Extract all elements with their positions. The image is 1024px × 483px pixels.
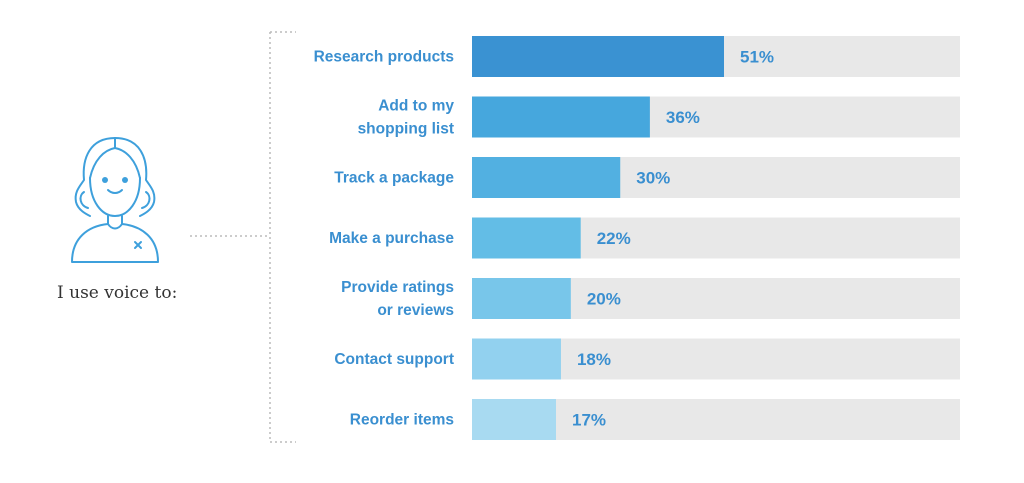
value-label: 18% xyxy=(577,350,611,369)
value-label: 17% xyxy=(572,411,606,430)
bar xyxy=(472,36,724,77)
bar xyxy=(472,338,561,380)
value-label: 36% xyxy=(666,108,700,127)
bar xyxy=(472,157,621,198)
value-label: 51% xyxy=(740,48,774,67)
bar xyxy=(472,278,571,319)
category-label: Add to my shopping list xyxy=(358,98,455,138)
value-label: 30% xyxy=(636,169,670,188)
bar xyxy=(472,217,581,259)
bar xyxy=(472,399,556,440)
avatar xyxy=(60,130,170,270)
value-label: 22% xyxy=(597,229,631,248)
person-avatar-icon xyxy=(71,137,159,263)
category-label: Track a package xyxy=(334,170,454,187)
category-label: Contact support xyxy=(334,351,454,368)
category-label: Research products xyxy=(314,49,454,66)
bar xyxy=(472,96,650,138)
caption: I use voice to: xyxy=(57,283,178,303)
category-label: Reorder items xyxy=(350,412,454,429)
value-label: 20% xyxy=(587,290,621,309)
category-label: Provide ratings or reviews xyxy=(341,279,454,319)
category-label: Make a purchase xyxy=(329,230,454,247)
